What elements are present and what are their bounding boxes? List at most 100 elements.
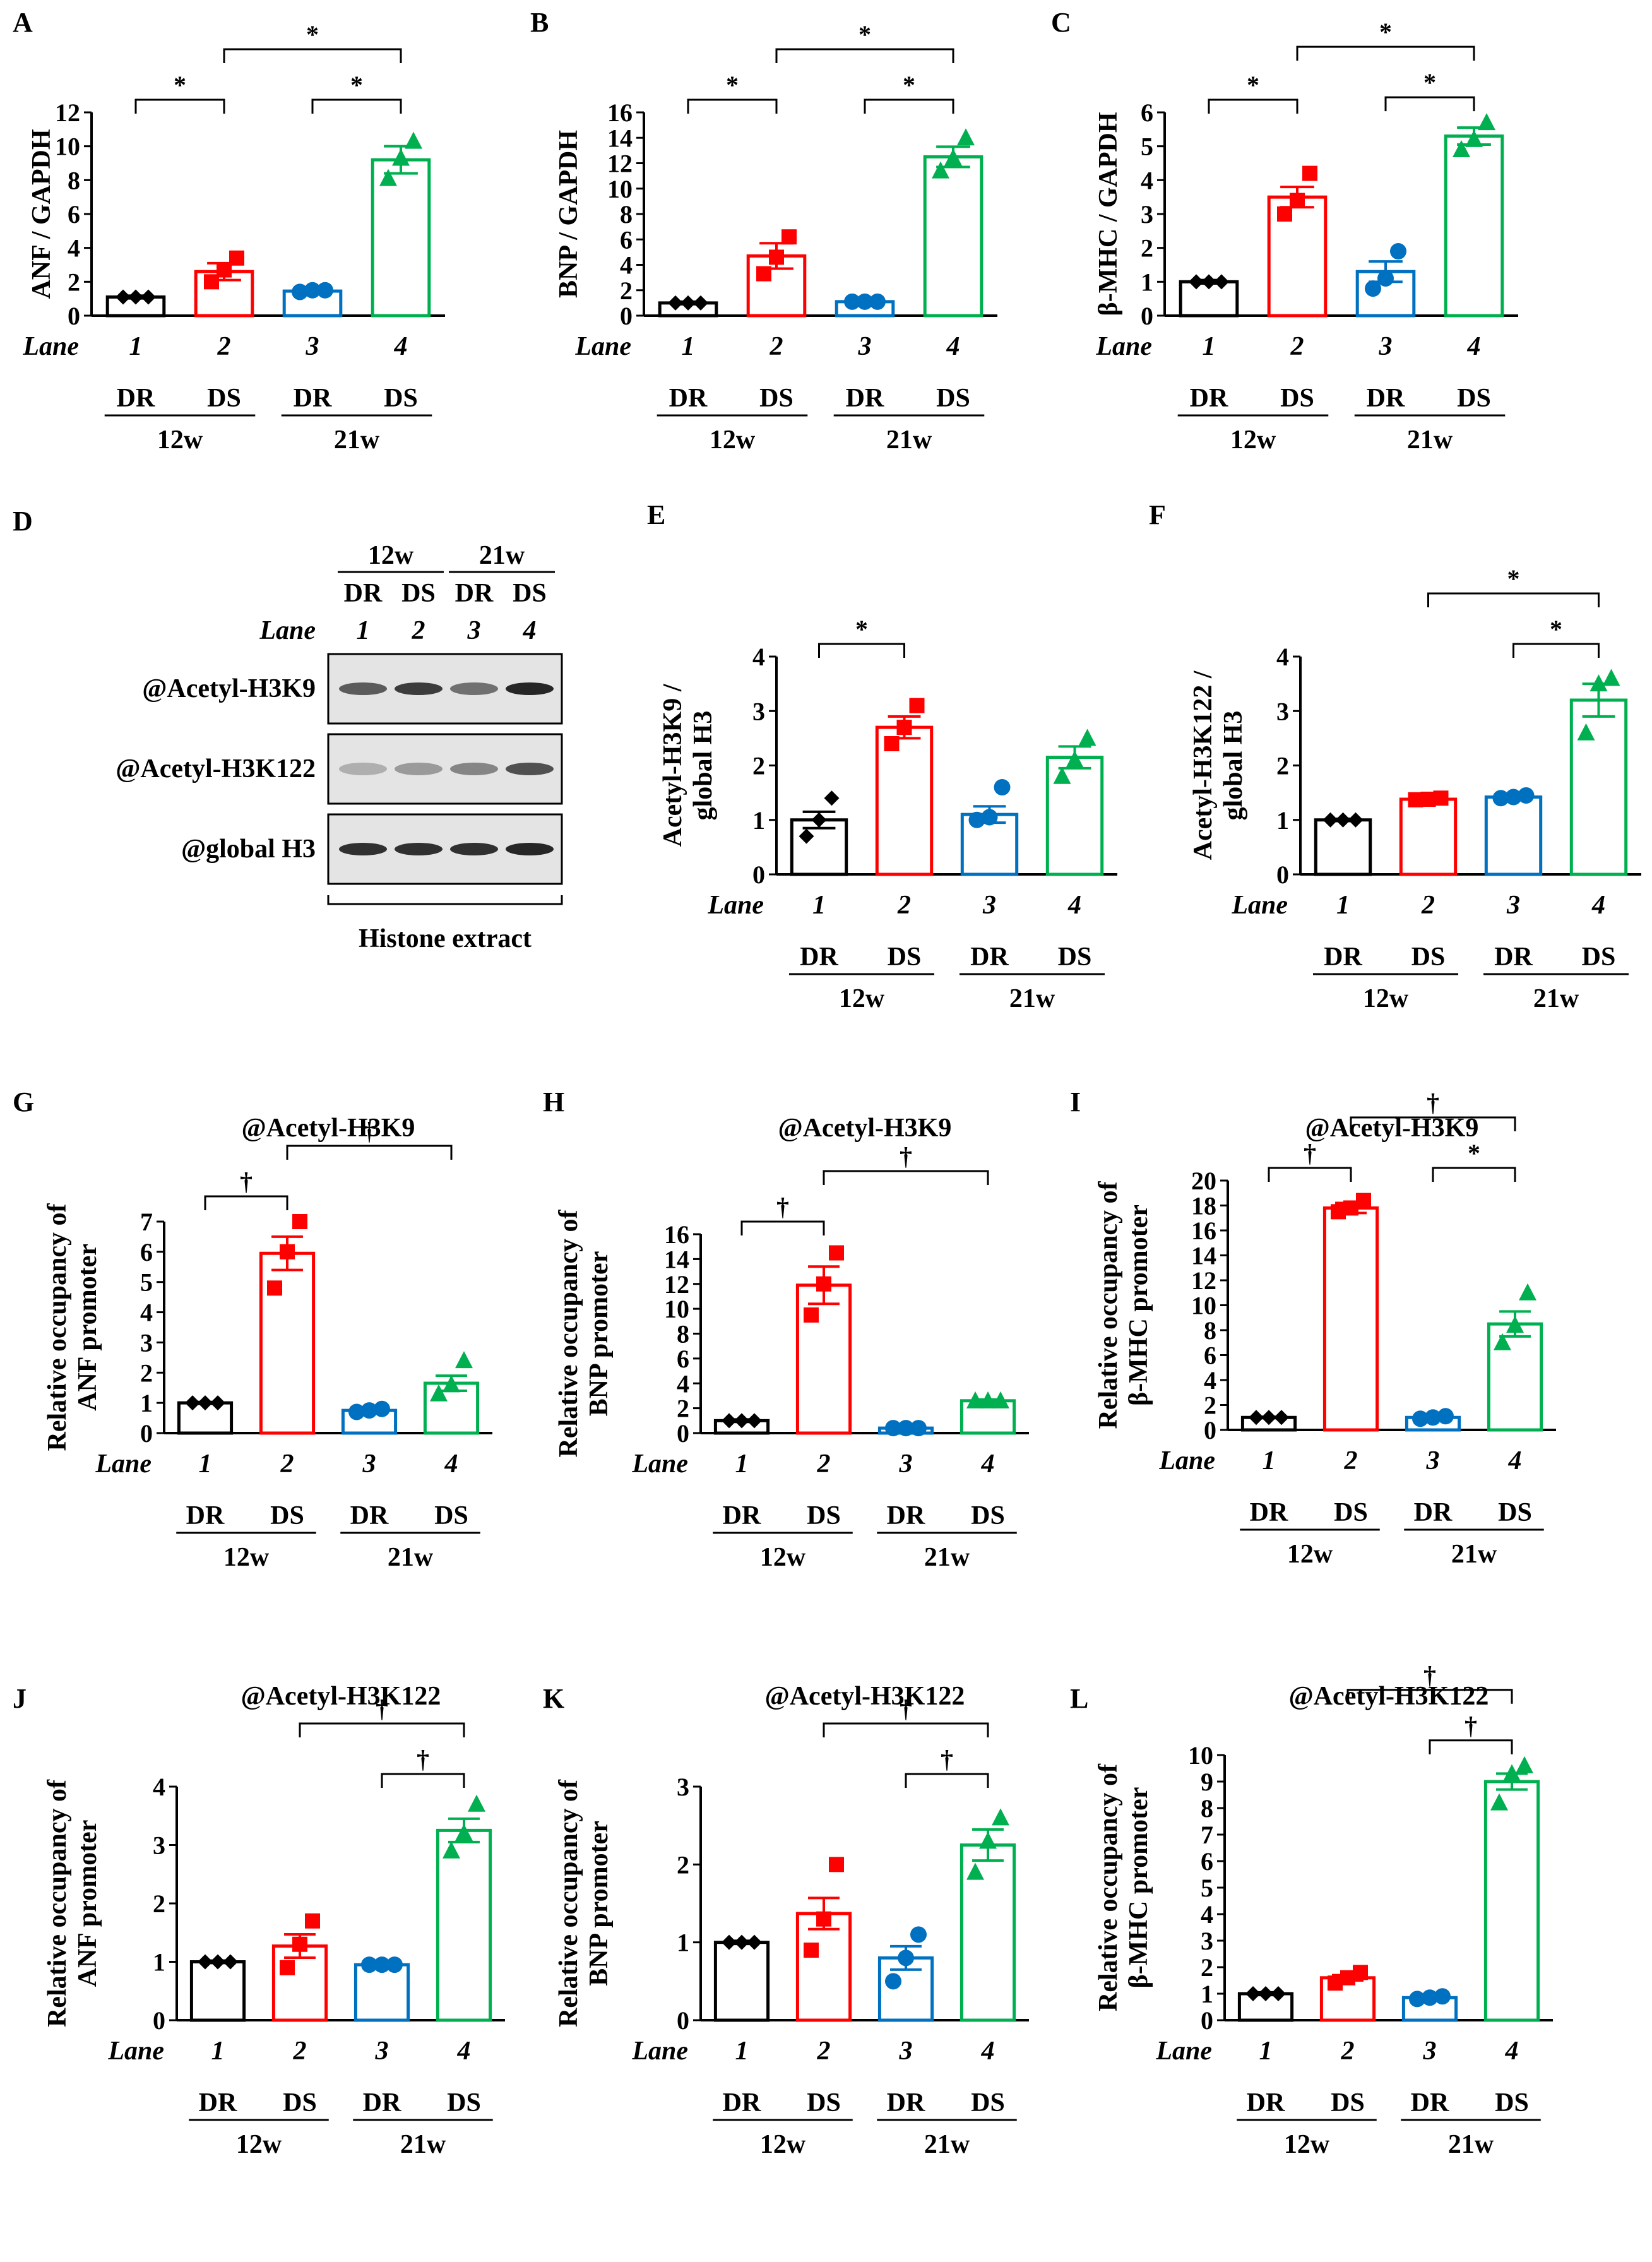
y-tick-label: 5 [1201,1874,1213,1902]
panel-title: @Acetyl-H3K122 [765,1682,965,1711]
significance-bracket [1432,1167,1516,1182]
y-axis-label: Relative occupancy ofANF promoter [43,1779,102,2027]
significance-bracket [1512,643,1600,658]
y-axis-label-line: ANF promoter [73,1244,102,1411]
y-tick-label: 2 [752,752,765,780]
data-point [1274,1410,1289,1426]
significance-mark: * [726,71,739,99]
y-tick-label: 1 [153,1948,165,1977]
data-point [885,1420,901,1437]
significance-bracket [204,1195,288,1210]
y-axis-label-line: Relative occupancy of [43,1203,72,1451]
significance-bracket [1296,45,1475,61]
panel-title: @Acetyl-H3K9 [1305,1114,1479,1143]
y-tick-label: 3 [677,1773,689,1801]
y-tick-label: 0 [1276,860,1289,889]
lane-label: Lane [1231,891,1288,920]
y-tick-label: 2 [1201,1953,1213,1982]
significance-bracket [687,98,778,114]
blot-lane-label: Lane [259,616,316,645]
bar-lane-3 [1484,795,1543,876]
data-point [1189,274,1204,290]
significance-bracket [1268,1167,1352,1182]
data-point [804,1943,819,1958]
group-label: DR [1247,2088,1285,2117]
period-label: 12w [760,2130,806,2159]
group-label: DS [1411,943,1446,972]
bar-lane-4 [1569,698,1628,876]
lane-label: Lane [1158,1446,1215,1475]
significance-mark: * [1423,68,1436,97]
data-point [769,249,784,265]
y-tick-label: 1 [752,806,765,835]
data-point [811,812,827,828]
significance-bracket [775,48,954,63]
y-tick-label: 0 [68,302,80,330]
data-point [979,1831,997,1849]
significance-mark: * [859,20,871,49]
data-point [1506,1316,1524,1333]
group-label: DR [970,943,1009,972]
group-label: DS [384,384,418,413]
lane-number: 3 [1423,2037,1437,2066]
data-point [1434,1988,1451,2005]
data-point [844,293,860,310]
data-point [816,1276,831,1292]
significance-mark: † [900,1694,912,1723]
lane-number: 4 [1505,2037,1519,2066]
lane-number: 2 [280,1449,294,1479]
blot-footer-bracket [327,895,563,905]
group-label: DR [294,384,332,413]
bar-lane-2 [1322,1206,1379,1432]
y-tick-label: 2 [153,1890,165,1918]
period-label: 12w [760,1543,806,1572]
group-label: DS [283,2088,317,2117]
bar-lane-4 [923,155,983,318]
data-point [1492,790,1509,807]
lane-number: 4 [981,1449,995,1479]
y-tick-label: 0 [677,1419,689,1448]
period-label: 12w [1287,1540,1333,1569]
group-label: DS [434,1501,468,1530]
data-point [267,1280,282,1296]
significance-bracket [818,643,905,658]
significance-mark: † [941,1745,953,1773]
data-point [430,1384,448,1402]
y-tick-label: 8 [620,200,633,229]
lane-number: 2 [817,1449,831,1479]
y-axis-label-line: Relative occupancy of [1094,1181,1123,1429]
data-point [1302,165,1317,181]
group-label: DR [723,1501,761,1530]
data-point [198,1395,213,1411]
bar-lane-1 [189,1960,246,2022]
blot-period: 21w [479,541,525,570]
panel-letter: F [1149,499,1166,530]
y-tick-label: 2 [1141,234,1153,263]
y-tick-label: 12 [55,98,80,127]
y-tick-label: 10 [664,1295,689,1323]
period-label: 12w [1284,2130,1330,2159]
bar-lane-4 [1487,1322,1543,1432]
panel-letter: A [13,7,33,38]
data-point [1490,1793,1508,1811]
lane-number: 3 [1379,332,1393,361]
blot-band [339,682,387,695]
lane-number: 1 [1259,2037,1273,2066]
y-tick-label: 6 [140,1238,153,1266]
group-label: DR [887,2088,925,2117]
period-label: 21w [334,426,380,455]
data-point [1348,812,1364,828]
group-label: DR [350,1501,389,1530]
y-tick-label: 9 [1201,1768,1213,1796]
lane-number: 4 [1067,891,1081,920]
data-point [979,1391,997,1408]
lane-number: 4 [444,1449,458,1479]
data-point [885,1973,901,1990]
lane-label: Lane [574,332,631,361]
y-axis-label: Relative occupancy ofβ-MHC promoter [1094,1181,1153,1429]
y-axis-label-line: Relative occupancy of [554,1779,583,2027]
panel-c: Cβ-MHC / GAPDH 0 1 2 3 4 5 6 * * * Lane 1 2 3 4 DR DS DR DS… [1051,7,1518,455]
lane-label: Lane [1155,2037,1212,2066]
data-point [910,1420,927,1437]
